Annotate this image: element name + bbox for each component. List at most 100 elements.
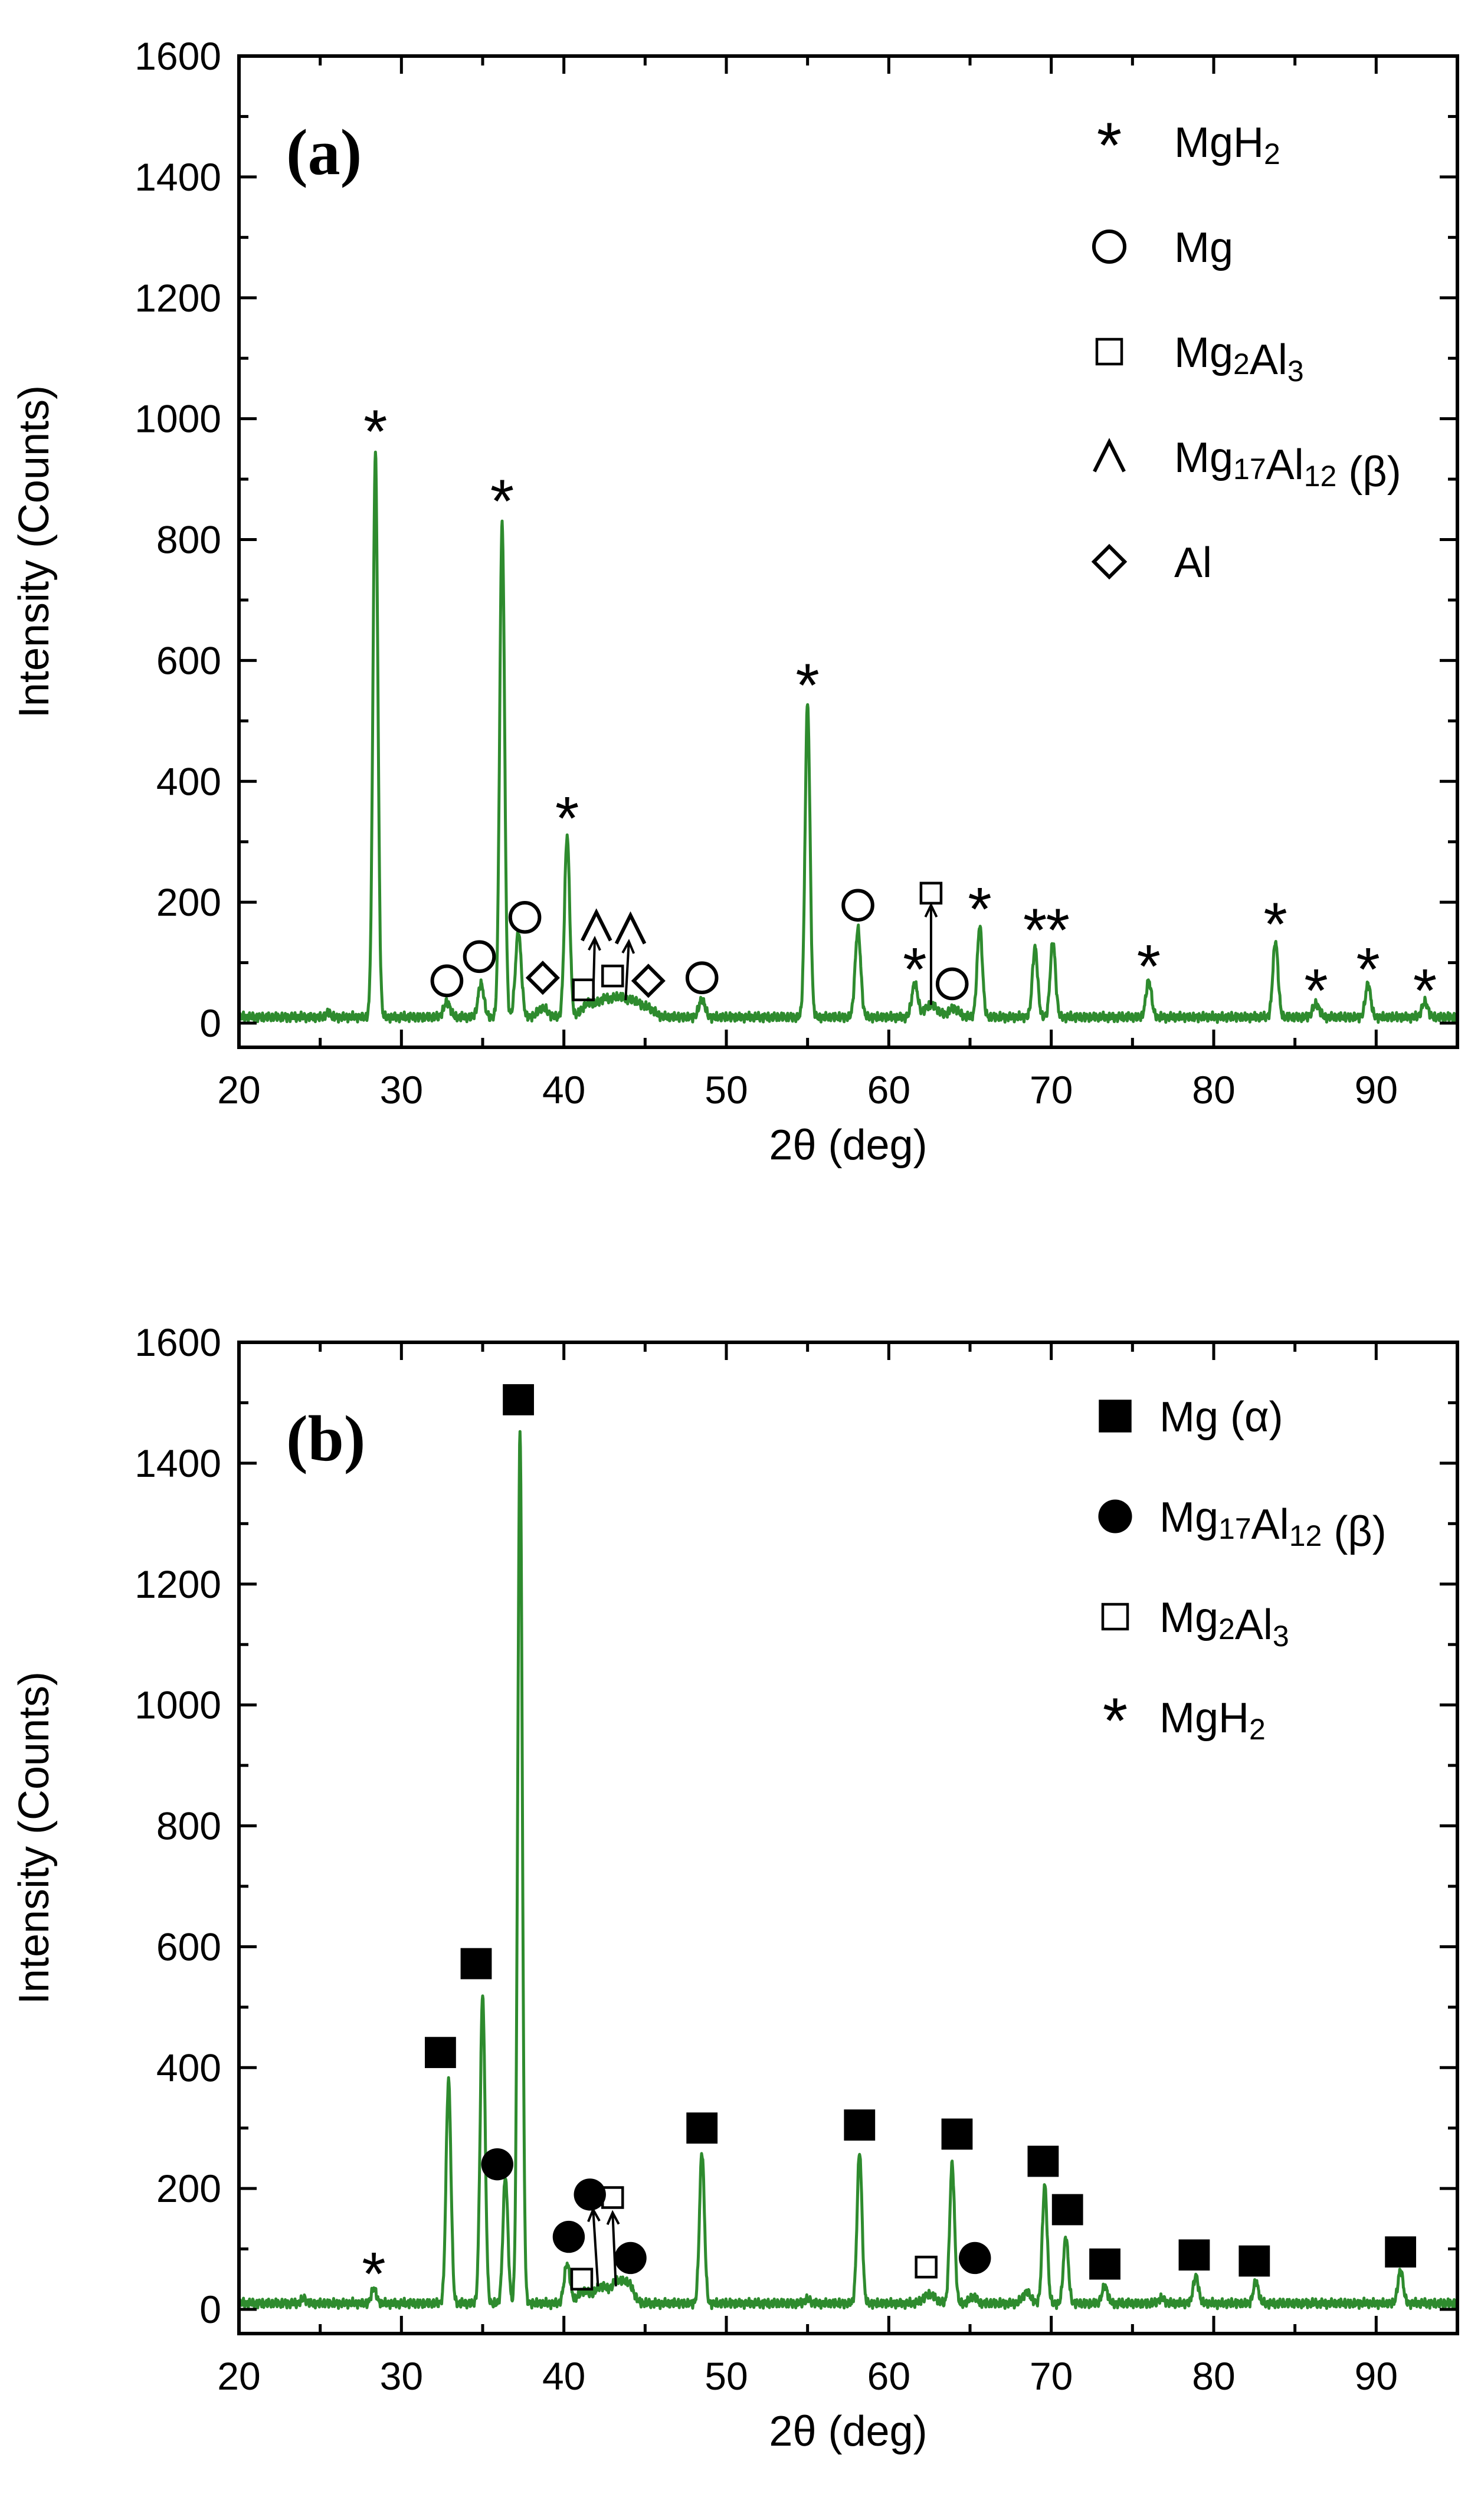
peak-marker-caret — [581, 908, 612, 942]
x-tick-label: 20 — [217, 1068, 260, 1112]
plot-frame — [237, 1341, 1459, 2335]
annotation-arrow — [611, 2213, 617, 2287]
x-tick-label: 80 — [1192, 2354, 1235, 2398]
legend-marker-filled-square — [1099, 1400, 1132, 1433]
peak-marker-star: * — [1304, 957, 1328, 1025]
y-tick-label: 1600 — [135, 34, 221, 78]
y-tick-label: 0 — [199, 2288, 221, 2331]
annotation-arrowhead — [924, 902, 938, 917]
peak-marker-filled-square — [503, 1384, 534, 1415]
y-axis-title: Intensity (Counts) — [11, 1672, 58, 2004]
diffraction-pattern-line — [237, 1430, 1459, 2311]
peak-marker-filled-square — [1238, 2245, 1270, 2277]
peak-marker-square — [572, 978, 595, 1001]
legend-label: Al — [1174, 539, 1212, 586]
annotation-arrow — [592, 2209, 599, 2287]
annotation-arrowhead — [621, 939, 635, 954]
x-tick-label: 30 — [380, 1068, 423, 1112]
y-tick-label: 600 — [156, 638, 221, 682]
legend-marker-circle — [1092, 229, 1127, 264]
y-tick-label: 400 — [156, 759, 221, 803]
x-tick-label: 50 — [705, 1068, 748, 1112]
peak-marker-diamond — [631, 964, 666, 998]
y-axis-title: Intensity (Counts) — [11, 385, 58, 718]
peak-marker-star: * — [363, 398, 387, 466]
peak-marker-star: * — [1023, 896, 1047, 965]
peak-marker-star: * — [903, 936, 926, 1004]
panel-label: (a) — [286, 116, 362, 188]
peak-marker-star: * — [1413, 957, 1437, 1025]
y-tick-label: 1000 — [135, 1683, 221, 1727]
peak-marker-circle — [463, 940, 496, 974]
legend-marker-star: * — [1097, 110, 1122, 182]
legend-marker-square — [1101, 1603, 1129, 1631]
legend-label: Mg17Al12 (β) — [1174, 434, 1401, 496]
peak-marker-star: * — [1046, 896, 1069, 965]
peak-marker-circle — [935, 967, 969, 1001]
legend-marker-caret — [1093, 438, 1126, 473]
y-tick-label: 600 — [156, 1925, 221, 1968]
peak-marker-diamond — [525, 961, 560, 995]
peak-marker-circle — [508, 900, 542, 934]
peak-marker-circle — [841, 889, 874, 922]
peak-marker-filled-square — [425, 2037, 456, 2069]
legend-label: Mg2Al3 — [1174, 329, 1304, 388]
legend-label: Mg — [1174, 224, 1233, 271]
annotation-arrowhead — [588, 936, 601, 951]
peak-marker-square — [919, 881, 943, 905]
annotation-arrow — [624, 941, 630, 1001]
peak-marker-filled-square — [686, 2112, 718, 2144]
x-tick-label: 90 — [1355, 1068, 1398, 1112]
peak-marker-filled-circle — [959, 2242, 991, 2275]
peak-marker-filled-square — [1089, 2248, 1120, 2280]
y-tick-label: 800 — [156, 518, 221, 562]
peak-marker-square — [915, 2256, 938, 2279]
x-axis-title: 2θ (deg) — [769, 2408, 927, 2455]
x-tick-label: 30 — [380, 2354, 423, 2398]
peak-marker-filled-square — [941, 2118, 973, 2150]
legend-label: MgH2 — [1174, 119, 1280, 171]
plot-frame — [237, 54, 1459, 1049]
peak-marker-filled-square — [1051, 2194, 1083, 2226]
peak-marker-caret — [614, 911, 647, 945]
x-tick-label: 60 — [867, 1068, 910, 1112]
legend-marker-filled-circle — [1098, 1499, 1132, 1533]
peak-marker-square — [601, 964, 624, 988]
peak-marker-square — [570, 2267, 594, 2291]
x-tick-label: 20 — [217, 2354, 260, 2398]
legend-marker-square — [1095, 337, 1123, 366]
y-tick-label: 1400 — [135, 1441, 221, 1485]
peak-marker-filled-square — [1027, 2145, 1059, 2177]
legend: * MgH2 Mg Mg2Al3 Mg17Al12 (β) Al — [1091, 110, 1401, 586]
y-tick-label: 800 — [156, 1804, 221, 1848]
peak-marker-filled-square — [1385, 2236, 1417, 2268]
legend-label: Mg (α) — [1159, 1394, 1283, 1441]
peak-marker-star: * — [795, 651, 819, 720]
peak-marker-filled-circle — [614, 2242, 647, 2275]
y-tick-label: 200 — [156, 2167, 221, 2210]
peak-marker-star: * — [1356, 936, 1380, 1004]
x-tick-label: 50 — [705, 2354, 748, 2398]
y-tick-label: 400 — [156, 2046, 221, 2089]
x-tick-label: 70 — [1030, 1068, 1073, 1112]
y-tick-label: 200 — [156, 880, 221, 924]
y-tick-label: 1600 — [135, 1320, 221, 1364]
y-tick-label: 1400 — [135, 155, 221, 199]
peak-marker-square — [601, 2186, 624, 2209]
panel-b: 20 30 40 50 60 70 80 90 0 200 400 600 800 1000 1200 140… — [11, 1320, 1459, 2455]
y-tick-label: 1000 — [135, 397, 221, 441]
x-tick-label: 40 — [542, 2354, 585, 2398]
peak-marker-star: * — [490, 467, 514, 536]
x-tick-label: 40 — [542, 1068, 585, 1112]
x-tick-label: 80 — [1192, 1068, 1235, 1112]
legend: Mg (α) Mg17Al12 (β) Mg2Al3 * MgH2 — [1098, 1394, 1387, 1757]
peak-marker-filled-circle — [552, 2220, 585, 2253]
panel-a: 20 30 40 50 60 70 80 90 0 200 400 600 800 1000 1200 140… — [11, 34, 1459, 1169]
peak-marker-star: * — [362, 2240, 385, 2308]
peak-marker-filled-square — [460, 1948, 492, 1980]
y-tick-label: 1200 — [135, 1562, 221, 1606]
peak-marker-circle — [430, 964, 464, 998]
annotation-arrowhead — [606, 2210, 620, 2226]
legend-label: Mg2Al3 — [1159, 1594, 1289, 1653]
